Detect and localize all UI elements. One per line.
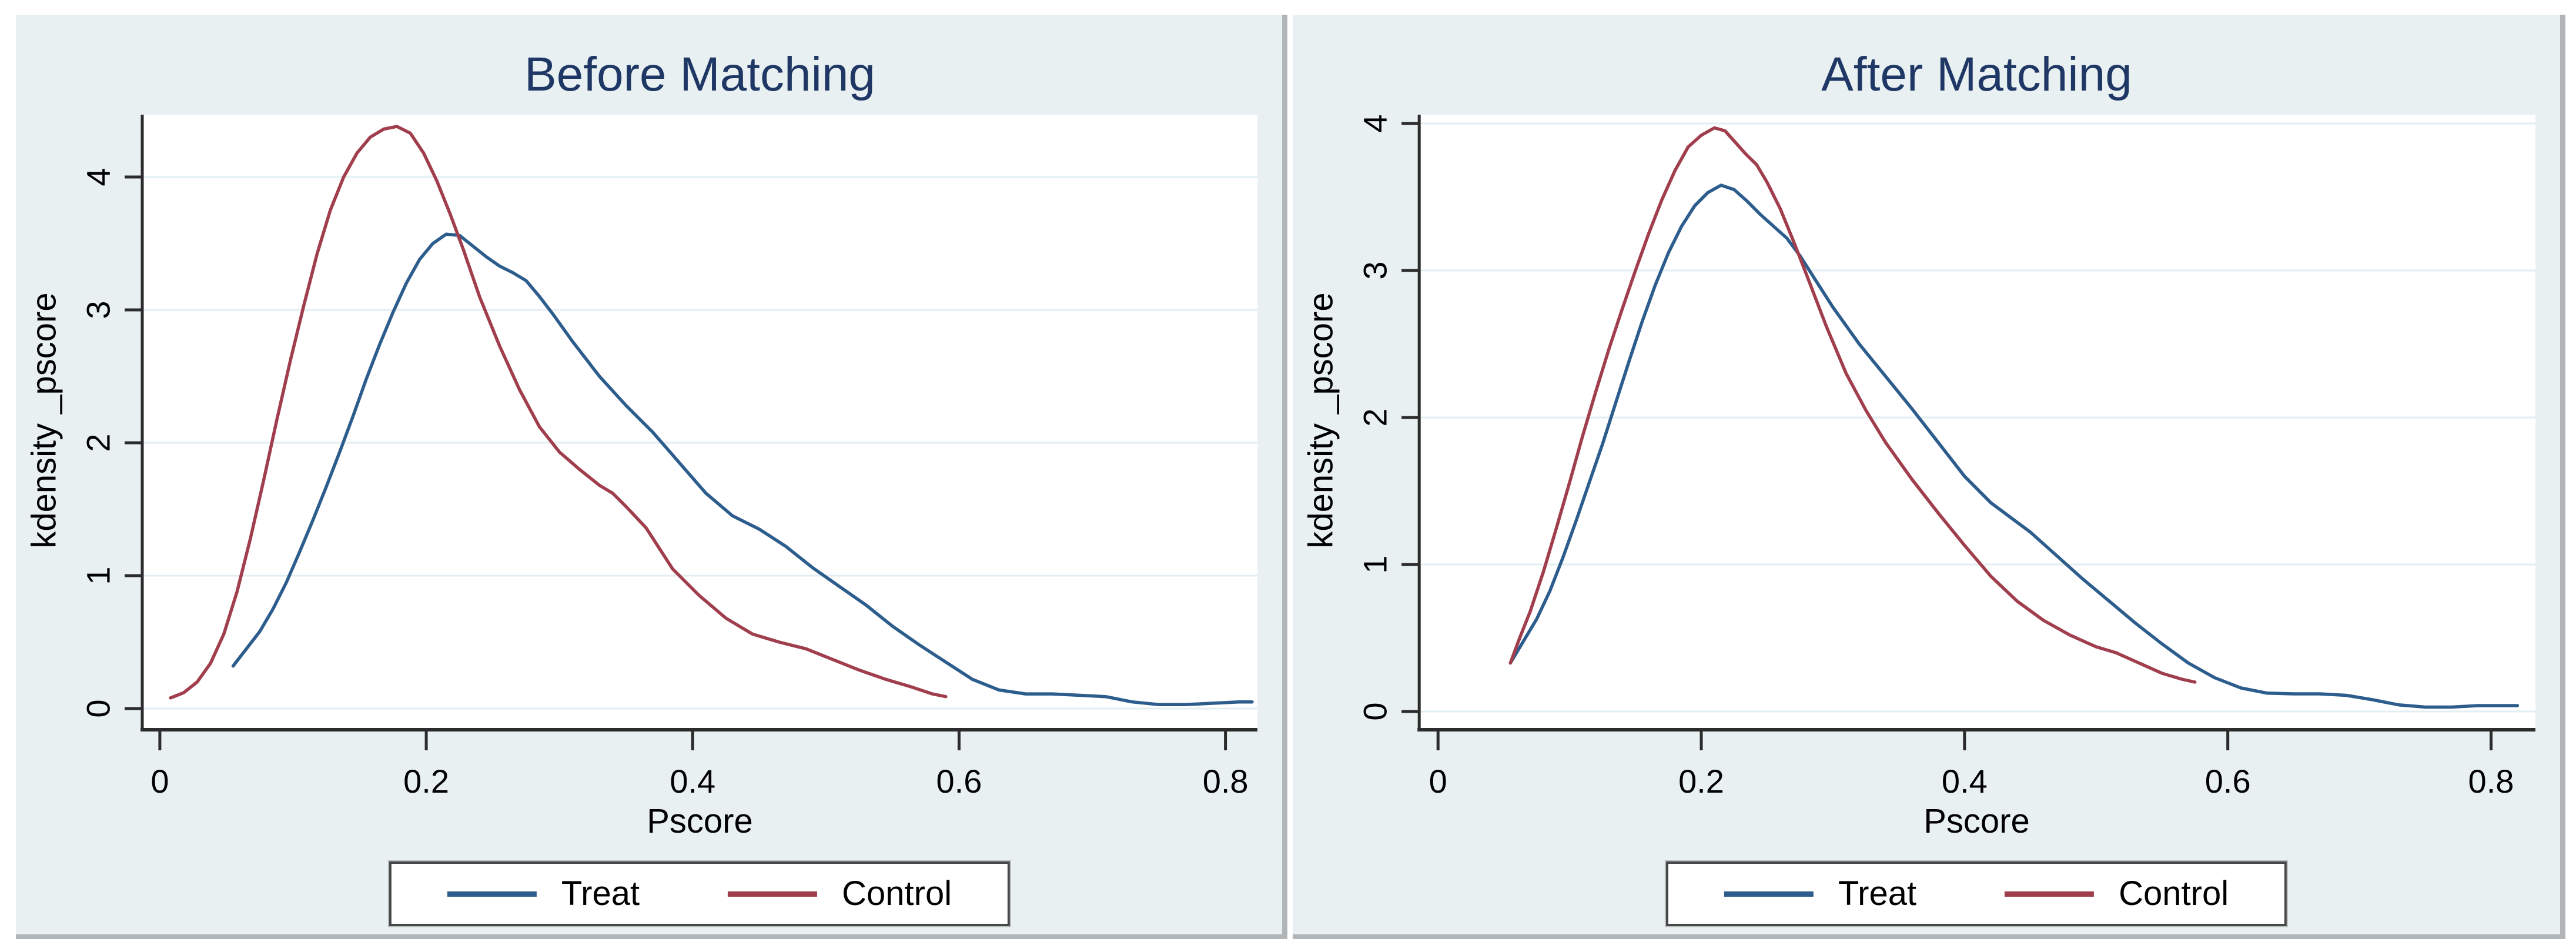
y-tick-label: 3 — [1357, 261, 1394, 279]
y-tick-label: 3 — [80, 300, 117, 319]
control-key-line — [2005, 891, 2095, 897]
x-tick-label: 0.2 — [403, 763, 449, 800]
x-axis-label: Pscore — [1923, 802, 2030, 840]
treat-key-line — [1724, 891, 1814, 897]
plot-area — [142, 115, 1257, 728]
x-tick-label: 0.4 — [670, 763, 715, 800]
after-matching-plot: 0 1 2 3 4 0 0.2 0.4 0.6 0.8 — [1357, 114, 2535, 800]
legend-label-control: Control — [842, 874, 952, 913]
after-matching-panel: 0 1 2 3 4 0 0.2 0.4 0.6 0.8 After Matching kdensi… — [1293, 15, 2565, 939]
legend: Treat Control — [387, 860, 1012, 927]
plot-area — [1419, 115, 2535, 728]
y-axis-label: kdensity _pscore — [25, 292, 63, 549]
y-tick-label: 4 — [1357, 114, 1394, 132]
control-density-curve — [1508, 126, 2197, 684]
y-tick-label: 1 — [1357, 555, 1394, 573]
x-tick-label: 0.8 — [1203, 763, 1249, 800]
chart-title-after: After Matching — [1821, 48, 2132, 101]
y-tick-label: 1 — [80, 566, 117, 584]
x-tick-label: 0.8 — [2468, 763, 2514, 800]
legend: Treat Control — [1664, 860, 2289, 927]
treat-key-line — [447, 891, 537, 897]
x-axis-label: Pscore — [647, 802, 753, 840]
before-matching-panel: 0 1 2 3 4 0 0.2 0.4 0.6 0.8 Before Matching kdens… — [16, 15, 1287, 939]
x-tick-label: 0.4 — [1942, 763, 1988, 800]
y-tick-label: 0 — [80, 699, 117, 717]
x-tick-label: 0.6 — [2205, 763, 2251, 800]
x-tick-label: 0 — [150, 763, 169, 800]
y-tick-label: 0 — [1357, 702, 1394, 720]
x-tick-label: 0 — [1429, 763, 1447, 800]
x-tick-label: 0.2 — [1678, 763, 1724, 800]
before-matching-plot: 0 1 2 3 4 0 0.2 0.4 0.6 0.8 — [80, 115, 1257, 800]
x-tick-label: 0.6 — [936, 763, 982, 800]
treat-density-curve — [231, 232, 1254, 706]
chart-title-before: Before Matching — [524, 48, 876, 101]
control-density-curve — [169, 125, 948, 700]
legend-label-treat: Treat — [561, 874, 640, 913]
y-tick-label: 2 — [1357, 408, 1394, 426]
legend-label-treat: Treat — [1838, 874, 1917, 913]
legend-label-control: Control — [2119, 874, 2229, 913]
control-key-line — [728, 891, 818, 897]
treat-density-curve — [1508, 183, 2520, 709]
y-tick-label: 4 — [80, 168, 117, 186]
y-axis-label: kdensity _pscore — [1302, 292, 1340, 549]
y-tick-label: 2 — [80, 433, 117, 452]
